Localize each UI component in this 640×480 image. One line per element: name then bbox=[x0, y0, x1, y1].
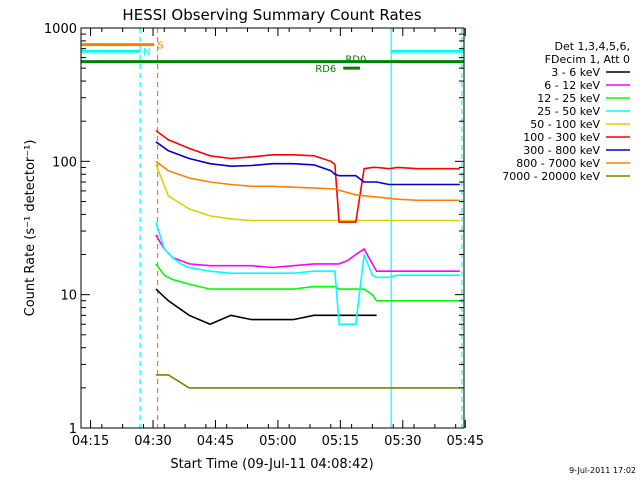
legend-entry-9: 7000 - 20000 keV bbox=[502, 170, 600, 183]
legend-entry-7: 300 - 800 keV bbox=[523, 144, 600, 157]
series-line-6 bbox=[155, 129, 460, 223]
axes: 1 10 100 1000 04:15 04:30 04:45 05:00 05:15 05:30… bbox=[44, 22, 484, 449]
legend-entry-4: 25 - 50 keV bbox=[537, 105, 600, 118]
series-line-4 bbox=[155, 221, 460, 326]
plot-area: SN RD0 RD6 bbox=[81, 28, 464, 428]
legend-entry-1: 3 - 6 keV bbox=[551, 66, 600, 79]
footer-date: 9-Jul-2011 17:02 bbox=[569, 466, 636, 475]
series-line-1 bbox=[155, 288, 377, 326]
legend-entry-2: 6 - 12 keV bbox=[544, 79, 600, 92]
y-axis-label: Count Rate (s⁻¹ detector⁻¹) bbox=[23, 140, 38, 317]
flag-label-4: RD0 bbox=[345, 55, 366, 66]
x-tick-label-6: 05:30 bbox=[384, 434, 421, 449]
x-axis-label: Start Time (09-Jul-11 04:08:42) bbox=[170, 457, 373, 472]
x-tick-label-1: 04:15 bbox=[72, 434, 109, 449]
legend-header-1: Det 1,3,4,5,6, bbox=[554, 40, 630, 53]
plot-frame bbox=[80, 27, 465, 429]
x-tick-label-4: 05:00 bbox=[259, 434, 296, 449]
legend: Det 1,3,4,5,6,FDecim 1, Att 03 - 6 keV6 … bbox=[502, 40, 630, 183]
legend-entry-8: 800 - 7000 keV bbox=[516, 157, 600, 170]
series-line-8 bbox=[155, 160, 460, 202]
legend-entry-5: 50 - 100 keV bbox=[530, 118, 600, 131]
y-tick-label-2: 10 bbox=[60, 289, 77, 304]
flag-label-1: S bbox=[157, 41, 163, 52]
flag-label-5: RD6 bbox=[315, 64, 336, 75]
x-tick-label-3: 04:45 bbox=[197, 434, 234, 449]
y-tick-label-1: 1 bbox=[69, 422, 77, 437]
y-tick-label-3: 100 bbox=[52, 155, 77, 170]
legend-header-2: FDecim 1, Att 0 bbox=[545, 53, 630, 66]
chart-title: HESSI Observing Summary Count Rates bbox=[122, 6, 421, 24]
series-line-2 bbox=[155, 234, 460, 273]
series-line-5 bbox=[155, 164, 460, 222]
legend-entry-6: 100 - 300 keV bbox=[523, 131, 600, 144]
x-tick-label-2: 04:30 bbox=[134, 434, 171, 449]
series-line-9 bbox=[155, 374, 460, 389]
x-tick-label-5: 05:15 bbox=[322, 434, 359, 449]
legend-entry-3: 12 - 25 keV bbox=[537, 92, 600, 105]
flag-label-2: N bbox=[143, 47, 150, 58]
series-line-7 bbox=[155, 141, 460, 186]
series-line-3 bbox=[155, 263, 460, 302]
y-tick-label-4: 1000 bbox=[44, 22, 77, 37]
x-tick-label-7: 05:45 bbox=[447, 434, 484, 449]
